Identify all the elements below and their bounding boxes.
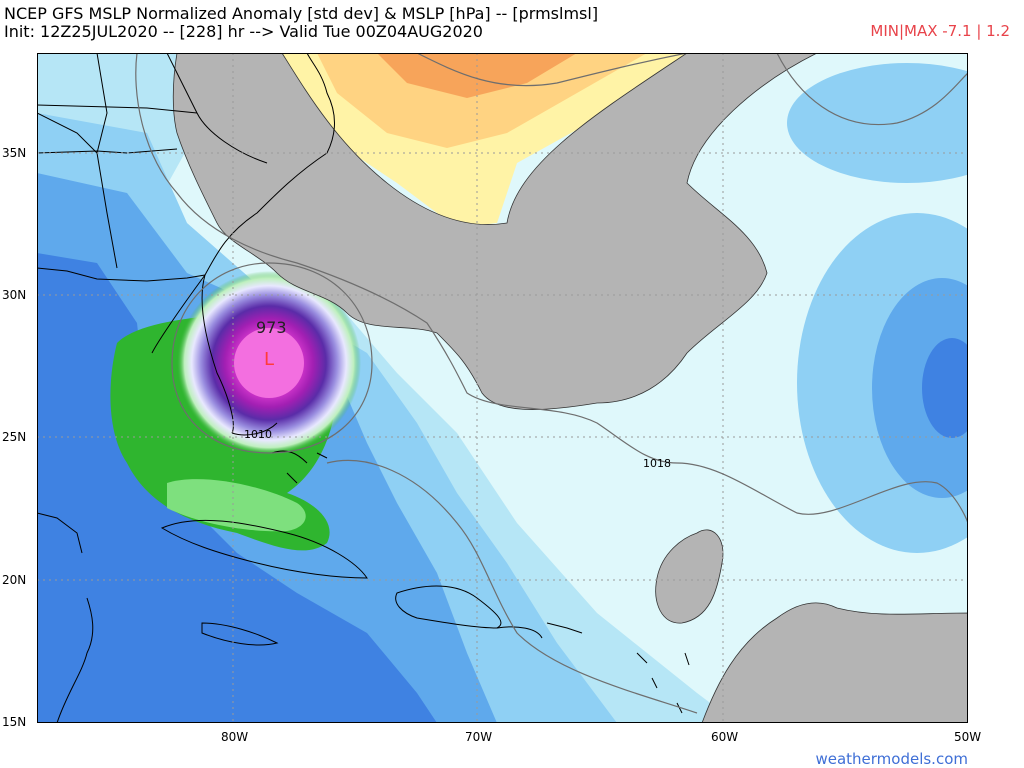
lat-label-15n: 15N xyxy=(2,715,27,729)
lon-label-60w: 60W xyxy=(711,730,739,744)
anomaly-east-mid-blue xyxy=(872,278,968,498)
low-core xyxy=(234,328,304,398)
gray-mask-island xyxy=(655,529,724,624)
lon-label-70w: 70W xyxy=(465,730,493,744)
lon-label-80w: 80W xyxy=(221,730,249,744)
min-max-readout: MIN|MAX -7.1 | 1.2 xyxy=(870,22,1010,40)
anomaly-warm-orange xyxy=(377,53,577,98)
map-frame xyxy=(37,53,968,723)
lat-label-25n: 25N xyxy=(2,430,27,444)
lat-label-30n: 30N xyxy=(2,288,27,302)
lon-label-50w: 50W xyxy=(954,730,982,744)
lat-label-20n: 20N xyxy=(2,573,27,587)
gray-mask-north xyxy=(172,53,818,410)
isobar-east xyxy=(776,53,968,126)
isobars xyxy=(135,53,968,714)
coastlines xyxy=(37,53,690,723)
credit-link[interactable]: weathermodels.com xyxy=(815,750,968,768)
chart-title: NCEP GFS MSLP Normalized Anomaly [std de… xyxy=(4,4,599,23)
gray-mask-southeast xyxy=(701,602,968,723)
anomaly-northeast-blue xyxy=(787,63,968,183)
low-marker: L xyxy=(264,349,274,370)
anomaly-map: 1010 1018 973 L xyxy=(37,53,968,723)
lat-lon-grid xyxy=(37,53,968,723)
anomaly-warm-light-orange xyxy=(317,53,647,148)
isobar-north xyxy=(416,53,688,87)
anomaly-east-deep-blue xyxy=(922,338,968,438)
isobar-label-1010: 1010 xyxy=(244,428,272,441)
anomaly-green-light xyxy=(167,479,306,532)
isobar-1010 xyxy=(171,262,373,454)
isobar-label-1018: 1018 xyxy=(643,457,671,470)
lat-label-35n: 35N xyxy=(2,146,27,160)
chart-subtitle: Init: 12Z25JUL2020 -- [228] hr --> Valid… xyxy=(4,22,483,41)
isobar-1018 xyxy=(135,53,968,524)
center-pressure-label: 973 xyxy=(256,318,287,337)
isobar-outer xyxy=(326,459,698,714)
